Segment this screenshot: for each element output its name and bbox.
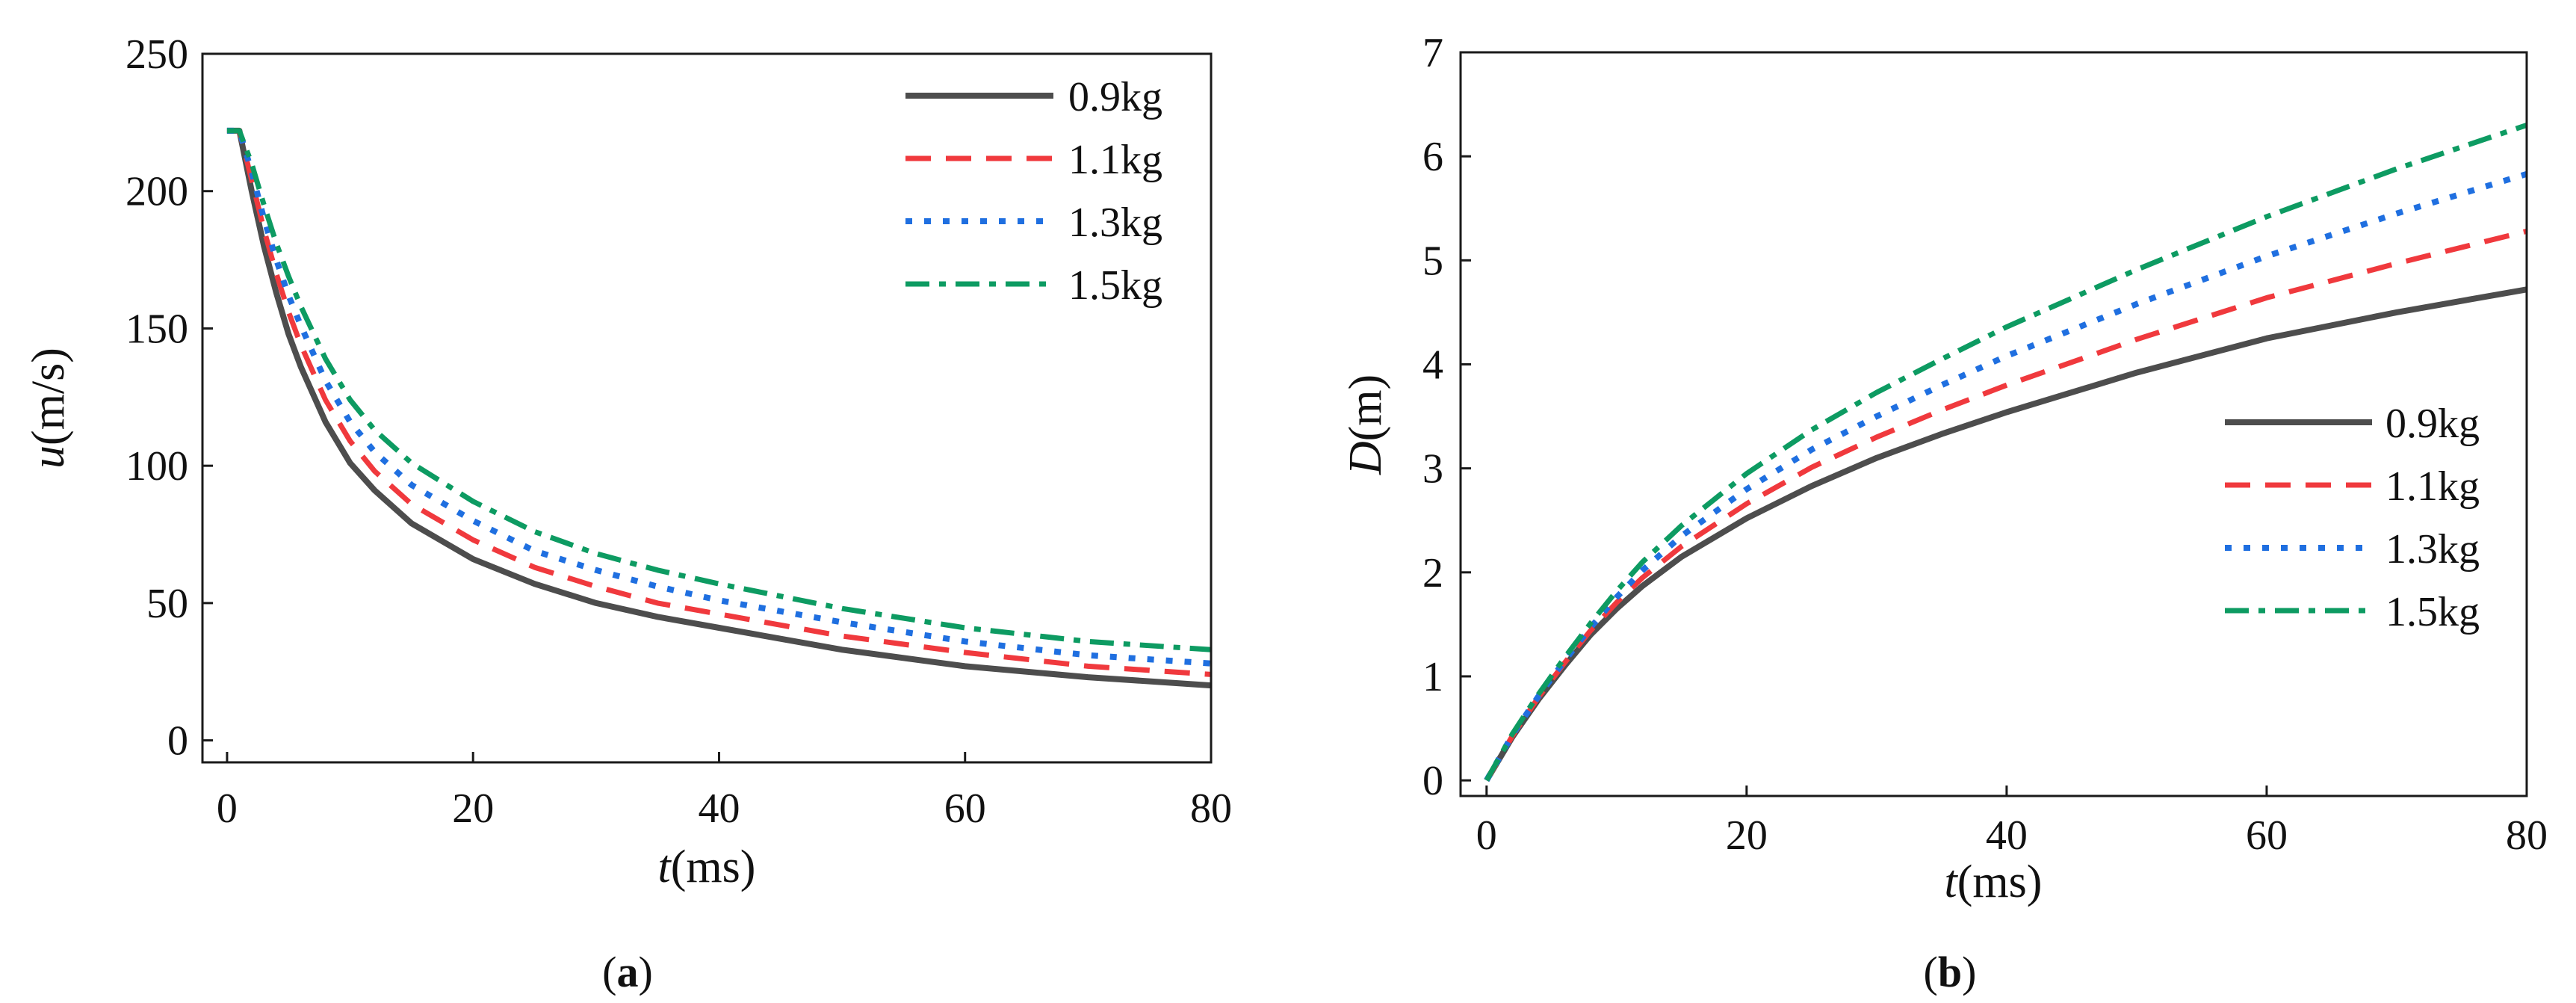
series-line-b-0-9kg <box>1484 286 2527 783</box>
y-tick-label-b-2: 2 <box>1422 550 1443 596</box>
panel-caption-b: (b) <box>1924 948 1977 996</box>
y-axis-label-a: u(m/s) <box>23 348 74 469</box>
chart-panel-b: 0 20 40 60 80 0 1 2 3 4 5 6 7 0.9kg 1.1kg 1.3kg 1.5kg t… <box>1340 30 2548 996</box>
y-tick-label-b-1: 1 <box>1422 654 1443 700</box>
legend-label-a-1-1kg: 1.1kg <box>1068 137 1162 183</box>
y-tick-label-a-150: 150 <box>126 306 188 352</box>
legend-b: 0.9kg 1.1kg 1.3kg 1.5kg <box>2225 401 2480 635</box>
y-tick-label-a-100: 100 <box>126 443 188 490</box>
series-layer-a <box>226 127 1212 689</box>
x-tick-label-a-60: 60 <box>944 786 986 832</box>
plot-frame-a <box>201 52 1213 764</box>
legend-label-a-0-9kg: 0.9kg <box>1068 74 1162 120</box>
x-tick-label-b-0: 0 <box>1476 812 1497 859</box>
legend-label-b-1-3kg: 1.3kg <box>2385 526 2480 573</box>
series-line-b-1-5kg <box>1484 123 2528 782</box>
legend-label-b-1-5kg: 1.5kg <box>2385 589 2480 635</box>
x-axis-label-b: t(ms) <box>1945 857 2043 907</box>
x-axis-label-a: t(ms) <box>658 842 756 892</box>
legend-label-a-1-3kg: 1.3kg <box>1068 200 1162 246</box>
panel-caption-a: (a) <box>602 948 653 996</box>
plot-frame-b <box>1459 51 2528 797</box>
y-tick-label-a-250: 250 <box>126 31 188 78</box>
y-tick-label-b-7: 7 <box>1422 30 1443 76</box>
legend-label-b-0-9kg: 0.9kg <box>2385 401 2480 447</box>
y-tick-label-a-200: 200 <box>126 169 188 215</box>
legend-a: 0.9kg 1.1kg 1.3kg 1.5kg <box>905 74 1162 309</box>
x-tick-label-b-80: 80 <box>2506 812 2548 859</box>
x-tick-label-a-80: 80 <box>1190 786 1232 832</box>
series-line-a-0-9kg <box>226 127 1212 689</box>
series-line-a-1-5kg <box>226 128 1212 652</box>
y-tick-label-b-6: 6 <box>1422 134 1443 180</box>
y-tick-label-b-5: 5 <box>1422 238 1443 284</box>
y-tick-label-a-0: 0 <box>167 718 188 765</box>
series-layer-b <box>1484 123 2528 783</box>
series-line-a-1-1kg <box>226 128 1212 677</box>
series-line-a-1-3kg <box>226 127 1212 667</box>
x-tick-label-b-40: 40 <box>1986 812 2028 859</box>
x-tick-label-a-20: 20 <box>452 786 494 832</box>
ticks-layer-a: 0 20 40 60 80 0 50 100 150 200 250 <box>126 31 1232 832</box>
y-tick-label-b-3: 3 <box>1422 446 1443 493</box>
x-tick-label-b-20: 20 <box>1726 812 1768 859</box>
legend-label-a-1-5kg: 1.5kg <box>1068 262 1162 309</box>
y-axis-label-b: D(m) <box>1340 374 1391 475</box>
ticks-layer-b: 0 20 40 60 80 0 1 2 3 4 5 6 7 <box>1422 30 2548 859</box>
series-line-b-1-1kg <box>1484 229 2527 782</box>
chart-panel-a: 0 20 40 60 80 0 50 100 150 200 250 0.9kg 1.1kg 1.3kg… <box>23 31 1232 996</box>
y-tick-label-b-4: 4 <box>1422 342 1443 388</box>
y-tick-label-b-0: 0 <box>1422 758 1443 804</box>
series-line-b-1-3kg <box>1484 170 2528 783</box>
x-tick-label-a-40: 40 <box>698 786 740 832</box>
x-tick-label-b-60: 60 <box>2246 812 2288 859</box>
legend-label-b-1-1kg: 1.1kg <box>2385 463 2480 510</box>
y-tick-label-a-50: 50 <box>146 581 188 627</box>
x-tick-label-a-0: 0 <box>217 786 238 832</box>
